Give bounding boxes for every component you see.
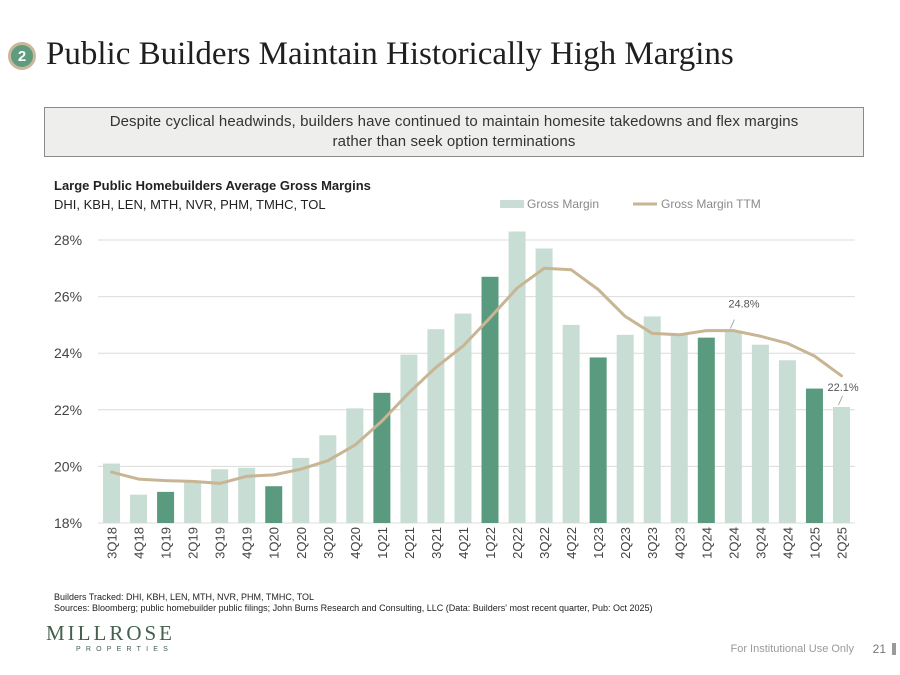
chart-subtitle: DHI, KBH, LEN, MTH, NVR, PHM, TMHC, TOL [54, 197, 326, 212]
x-tick-label: 2Q19 [186, 527, 201, 559]
company-logo-subtitle: PROPERTIES [76, 646, 173, 653]
x-tick-label: 3Q19 [213, 527, 228, 559]
y-tick-label: 26% [54, 289, 82, 305]
x-tick-label: 4Q23 [672, 527, 687, 559]
x-tick-label: 2Q22 [510, 527, 525, 559]
bar-4Q18 [130, 494, 148, 523]
x-tick-label: 3Q23 [645, 527, 660, 559]
company-logo: MILLROSE [46, 621, 175, 645]
bar-4Q24 [778, 360, 796, 523]
x-tick-label: 4Q21 [456, 527, 471, 559]
bar-3Q20 [319, 435, 337, 523]
bar-3Q19 [211, 469, 229, 523]
bar-1Q25 [805, 388, 823, 523]
x-tick-label: 4Q18 [132, 527, 147, 559]
legend-label-gross-margin: Gross Margin [527, 197, 599, 211]
bar-1Q19 [157, 491, 175, 523]
x-tick-label: 4Q24 [780, 527, 795, 559]
y-tick-label: 18% [54, 515, 82, 531]
x-tick-label: 3Q24 [753, 527, 768, 559]
x-tick-label: 1Q20 [267, 527, 282, 559]
x-tick-label: 2Q24 [726, 527, 741, 559]
footer-disclaimer: For Institutional Use Only [730, 643, 855, 655]
bar-4Q21 [454, 313, 472, 523]
bar-3Q22 [535, 248, 553, 524]
x-tick-label: 3Q22 [537, 527, 552, 559]
x-tick-label: 2Q25 [834, 527, 849, 559]
bar-3Q21 [427, 329, 445, 523]
annotation-label: 22.1% [827, 382, 858, 394]
bar-4Q23 [670, 334, 688, 523]
x-tick-label: 1Q23 [591, 527, 606, 559]
x-tick-label: 1Q21 [375, 527, 390, 559]
bar-4Q19 [238, 467, 256, 523]
x-tick-label: 4Q20 [348, 527, 363, 559]
chart-title: Large Public Homebuilders Average Gross … [54, 178, 371, 193]
callout-text: Despite cyclical headwinds, builders hav… [109, 113, 799, 150]
bar-2Q23 [616, 334, 634, 523]
x-tick-label: 2Q20 [294, 527, 309, 559]
bar-2Q21 [400, 354, 418, 523]
bar-3Q24 [751, 344, 769, 523]
bar-2Q19 [184, 480, 202, 523]
gross-margin-chart: 18% 20% 22% 24% 26% 28% 3Q18 4Q18 1Q19 2Q19 3Q19 4… [54, 197, 859, 559]
page-number: 21 [872, 642, 886, 656]
slide-title: Public Builders Maintain Historically Hi… [46, 36, 734, 72]
annotation-leader [838, 395, 843, 406]
bar-2Q25 [832, 406, 850, 523]
sources-footnote: Sources: Bloomberg; public homebuilder p… [54, 603, 653, 613]
bar-1Q24 [697, 337, 715, 523]
x-tick-label: 1Q22 [483, 527, 498, 559]
y-tick-label: 20% [54, 458, 82, 474]
bar-3Q18 [103, 463, 121, 523]
x-tick-label: 1Q19 [159, 527, 174, 559]
bar-1Q22 [481, 276, 499, 523]
x-tick-label: 3Q18 [105, 527, 120, 559]
y-tick-label: 24% [54, 345, 82, 361]
annotation-leader [729, 319, 735, 329]
bar-2Q22 [508, 231, 526, 523]
x-tick-label: 2Q21 [402, 527, 417, 559]
annotation-label: 24.8% [728, 299, 759, 311]
x-tick-label: 2Q23 [618, 527, 633, 559]
x-tick-label: 4Q19 [240, 527, 255, 559]
x-tick-label: 3Q21 [429, 527, 444, 559]
builders-tracked-footnote: Builders Tracked: DHI, KBH, LEN, MTH, NV… [54, 592, 315, 602]
bar-1Q23 [589, 357, 607, 523]
bar-4Q20 [346, 408, 364, 523]
bar-2Q24 [724, 330, 742, 523]
y-tick-label: 22% [54, 402, 82, 418]
bar-2Q20 [292, 457, 310, 523]
bar-4Q22 [562, 324, 580, 523]
page-marker [892, 643, 896, 655]
bar-1Q21 [373, 392, 391, 523]
section-number-badge: 2 [8, 42, 36, 70]
bar-3Q23 [643, 316, 661, 523]
bar-1Q20 [265, 486, 283, 523]
y-tick-label: 28% [54, 232, 82, 248]
x-tick-label: 4Q22 [564, 527, 579, 559]
x-tick-label: 1Q25 [807, 527, 822, 559]
legend-bar-swatch [500, 200, 524, 208]
ttm-line [110, 266, 843, 485]
legend-label-gross-margin-ttm: Gross Margin TTM [661, 197, 761, 211]
x-tick-label: 1Q24 [699, 527, 714, 559]
callout-box: Despite cyclical headwinds, builders hav… [44, 107, 864, 157]
x-tick-label: 3Q20 [321, 527, 336, 559]
